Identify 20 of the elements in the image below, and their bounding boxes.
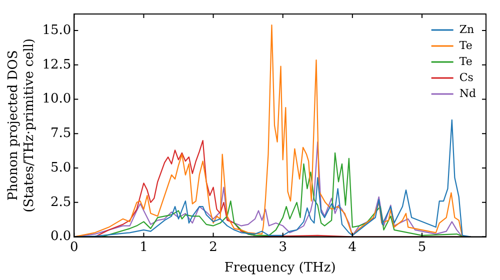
x-tick-label: 1 [140,240,148,255]
legend-label: Nd [459,86,476,100]
x-tick-label: 0 [70,240,78,255]
y-tick-label: 0.0 [50,229,72,244]
legend-label: Zn [459,22,474,36]
y-tick-label: 5.0 [50,160,72,176]
y-tick-label: 2.5 [50,194,72,210]
x-tick-label: 5 [418,240,426,255]
x-axis-title: Frequency (THz) [224,260,336,276]
y-tick-label: 12.5 [42,57,72,72]
y-tick-label: 15.0 [42,22,72,38]
legend-label: Te [459,38,472,52]
legend-label: Te [459,54,472,68]
x-tick-label: 3 [278,240,287,255]
y-tick-label: 7.5 [50,126,72,142]
y-axis-title: Phonon projected DOS (States/THz·primitive cell) [6,38,37,212]
legend-label: Cs [459,70,474,84]
y-tick-label: 10.0 [42,92,72,107]
x-tick-label: 4 [348,240,357,255]
x-tick-label: 2 [209,240,218,255]
